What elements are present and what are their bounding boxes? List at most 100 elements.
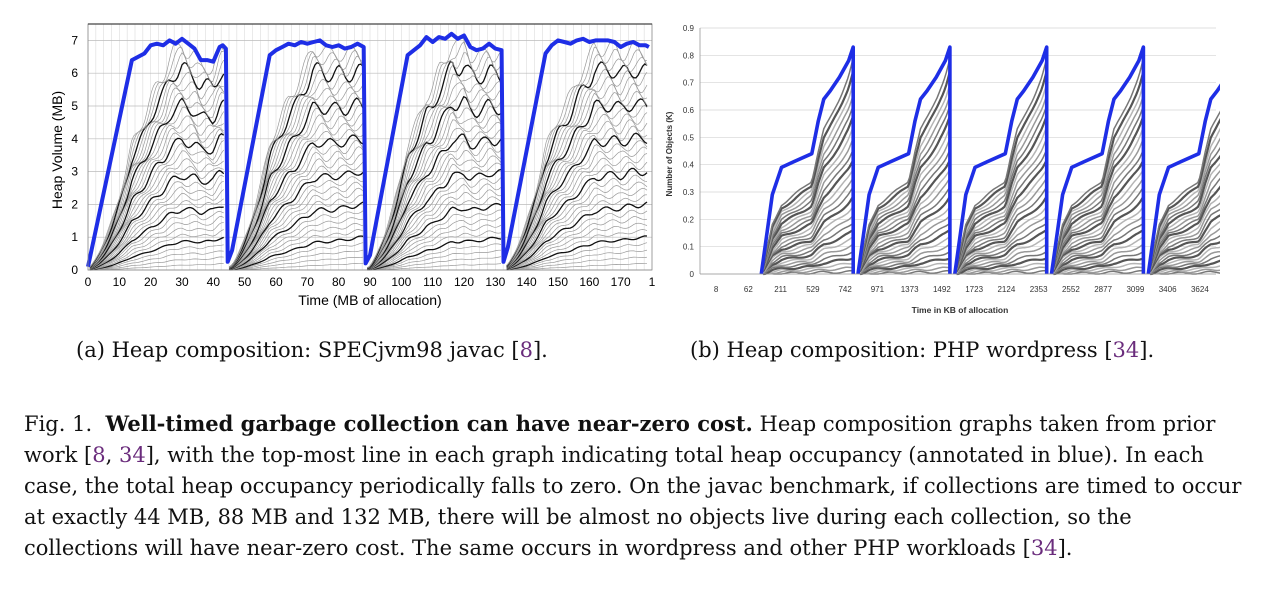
x-tick-label: 70	[301, 275, 315, 289]
layer-line	[955, 168, 1048, 271]
citation-link[interactable]: 34	[1112, 338, 1140, 362]
layer-line	[762, 70, 855, 268]
layer-line	[859, 229, 951, 273]
layer-line	[1052, 105, 1145, 268]
layer-line	[859, 236, 951, 273]
citation-link[interactable]: 8	[519, 338, 533, 362]
layer-line	[1052, 243, 1144, 274]
layer-line	[367, 202, 502, 271]
layer-line	[506, 42, 648, 266]
layer-line	[229, 45, 364, 268]
layer-line	[955, 115, 1048, 268]
layer-line	[89, 229, 224, 271]
layer-line	[367, 216, 502, 270]
layer-line	[858, 159, 951, 272]
layer-line	[506, 112, 648, 268]
layer-line	[955, 195, 1048, 273]
layer-line	[1053, 262, 1144, 275]
layer-line	[506, 54, 648, 267]
layer-line	[763, 266, 854, 275]
layer-line	[762, 214, 854, 274]
layer-line	[762, 168, 854, 271]
layer-line	[1052, 95, 1145, 269]
layer-line	[762, 186, 854, 271]
layer-line	[762, 115, 855, 268]
citation-link[interactable]: 8	[92, 443, 106, 467]
layer-line	[956, 250, 1048, 275]
layer-line	[859, 126, 951, 269]
layer-line	[1052, 70, 1145, 268]
layer-line	[955, 177, 1048, 270]
layer-line	[367, 249, 501, 271]
total-objects-line	[759, 45, 855, 275]
layer-line	[367, 162, 502, 270]
citation-link[interactable]: 34	[118, 443, 146, 467]
layer-line	[229, 181, 364, 270]
layer-line	[859, 83, 951, 269]
layer-line	[859, 149, 951, 271]
layer-line	[229, 153, 364, 270]
layer-line	[367, 155, 502, 270]
x-tick-label: 529	[806, 285, 820, 294]
layer-line	[1052, 186, 1145, 271]
layer-line	[367, 256, 502, 271]
layer-line	[956, 243, 1048, 274]
layer-line	[762, 137, 854, 270]
chart-a-layer-lines	[89, 37, 648, 271]
x-tick-label: 80	[332, 275, 346, 289]
layer-line	[859, 186, 951, 271]
layer-line	[506, 167, 648, 270]
layer-line	[229, 210, 364, 270]
x-tick-label: 170	[611, 275, 631, 289]
layer-line	[955, 186, 1048, 271]
total-objects-line	[953, 45, 1049, 275]
caption-lead: Well-timed garbage collection can have n…	[105, 411, 753, 436]
x-tick-label: 120	[454, 275, 474, 289]
layer-line	[89, 181, 224, 270]
layer-line	[1052, 169, 1145, 271]
layer-line	[859, 58, 951, 267]
layer-line	[89, 158, 224, 270]
layer-line	[506, 98, 648, 268]
layer-line	[1052, 115, 1145, 268]
layer-line	[229, 242, 364, 271]
layer-line	[89, 91, 224, 269]
layer-line	[506, 132, 648, 269]
layer-line	[1052, 222, 1144, 273]
layer-line	[1052, 229, 1144, 273]
y-tick-label: 6	[71, 66, 78, 80]
layer-line	[367, 82, 502, 269]
layer-line	[859, 262, 950, 275]
y-tick-label: 0	[690, 270, 695, 279]
layer-line	[506, 235, 648, 271]
layer-line	[506, 181, 648, 269]
layer-line	[506, 140, 648, 268]
layer-line	[506, 209, 648, 270]
layer-line	[955, 58, 1048, 267]
layer-line	[89, 115, 224, 269]
layer-line	[762, 243, 854, 274]
layer-line	[859, 257, 951, 276]
layer-line	[89, 149, 224, 269]
chart-b-axes	[699, 28, 1216, 275]
citation-link[interactable]: 34	[1030, 536, 1058, 560]
chart-b-tick-labels: 0 0.1 0.2 0.3 0.4 0.5 0.6 0.7 0.8 0.9 8 62 211 529 742…	[683, 24, 1209, 294]
x-tick-label: 160	[579, 275, 599, 289]
layer-line	[955, 70, 1048, 268]
total-heap-line	[86, 31, 650, 268]
layer-line	[762, 105, 854, 268]
x-tick-label: 211	[774, 285, 787, 294]
layer-line	[506, 229, 648, 270]
layer-line	[367, 168, 502, 270]
layer-line	[89, 140, 224, 269]
layer-line	[229, 256, 364, 271]
layer-line	[229, 194, 364, 270]
layer-line	[762, 195, 855, 273]
layer-line	[89, 61, 225, 268]
layer-line	[229, 69, 364, 268]
chart-b-y-axis-label: Number of Objects (K)	[665, 111, 674, 196]
layer-line	[506, 216, 648, 270]
layer-line	[1053, 266, 1144, 275]
layer-line	[1052, 177, 1145, 270]
y-tick-label: 7	[71, 33, 78, 47]
